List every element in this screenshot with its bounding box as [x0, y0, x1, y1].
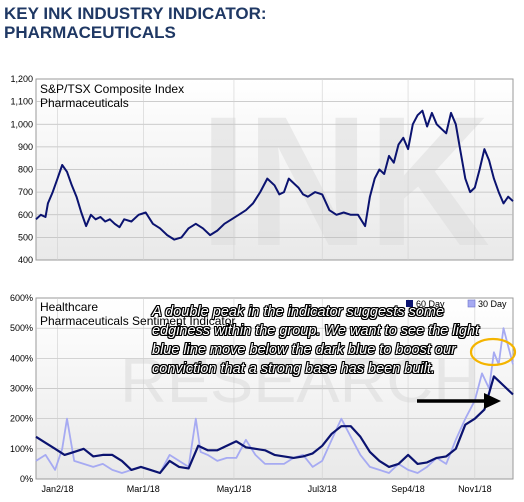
- sentiment-series: [35, 327, 514, 475]
- x-tick-label: Jul3/18: [308, 484, 337, 494]
- y-tick-label: 400%: [10, 353, 33, 363]
- sentiment-title: Healthcare: [40, 300, 98, 314]
- legend-label-60-day: 60 Day: [416, 299, 445, 309]
- index-series: [35, 109, 514, 241]
- sentiment-x-tick-labels: Jan2/18 Mar1/18 May1/18 Jul3/18 Sep4/18 Nov1/…: [41, 484, 491, 494]
- sentiment-chart: RESEARCH 0%100%200%300%400%500%600% Jan2…: [10, 293, 517, 494]
- y-tick-label: 1,100: [10, 97, 33, 107]
- title-line-2: PHARMACEUTICALS: [4, 23, 176, 42]
- series-line-60-day: [35, 375, 514, 475]
- x-tick-label: Mar1/18: [127, 484, 160, 494]
- sentiment-subtitle: Pharmaceuticals Sentiment Indicator: [40, 314, 235, 328]
- title-line-1: KEY INK INDUSTRY INDICATOR:: [4, 4, 267, 23]
- y-tick-label: 700: [18, 187, 33, 197]
- highlight-ellipse: [469, 337, 517, 367]
- index-subtitle: Pharmaceuticals: [40, 96, 129, 110]
- x-tick-label: Nov1/18: [458, 484, 492, 494]
- index-gridlines: [36, 79, 513, 260]
- y-tick-label: 1,200: [10, 74, 33, 84]
- y-tick-label: 1,000: [10, 119, 33, 129]
- y-tick-label: 100%: [10, 444, 33, 454]
- x-tick-label: Sep4/18: [391, 484, 425, 494]
- y-tick-label: 800: [18, 165, 33, 175]
- legend: 60 Day 30 Day: [406, 299, 507, 309]
- y-tick-label: 200%: [10, 414, 33, 424]
- y-tick-label: 500%: [10, 323, 33, 333]
- index-chart: INK 400 500 600 700 800 900 1,000 1,100 1,200 S&…: [10, 74, 514, 285]
- page-title: KEY INK INDUSTRY INDICATOR: PHARMACEUTIC…: [4, 4, 384, 42]
- legend-swatch-30-day: [467, 299, 476, 308]
- series-line-index: [35, 109, 514, 241]
- annotation-arrow: [417, 393, 501, 409]
- x-tick-label: May1/18: [217, 484, 252, 494]
- y-tick-label: 400: [18, 255, 33, 265]
- y-tick-label: 900: [18, 142, 33, 152]
- index-watermark: INK: [200, 79, 490, 285]
- legend-swatch-60-day: [406, 300, 413, 307]
- x-tick-label: Jan2/18: [41, 484, 73, 494]
- y-tick-label: 600: [18, 210, 33, 220]
- annotation-text: A double peak in the indicator suggests …: [152, 304, 479, 377]
- index-y-tick-labels: 400 500 600 700 800 900 1,000 1,100 1,200: [10, 74, 33, 265]
- index-title: S&P/TSX Composite Index: [40, 82, 184, 96]
- y-tick-label: 500: [18, 232, 33, 242]
- y-tick-label: 300%: [10, 384, 33, 394]
- sentiment-y-tick-labels: 0% 100% 200% 300% 400% 500% 600%: [10, 293, 33, 484]
- y-tick-label: 0%: [20, 474, 33, 484]
- sentiment-gridlines: [36, 298, 513, 479]
- y-tick-label: 600%: [10, 293, 33, 303]
- legend-label-30-day: 30 Day: [478, 299, 507, 309]
- series-line-30-day: [35, 327, 514, 474]
